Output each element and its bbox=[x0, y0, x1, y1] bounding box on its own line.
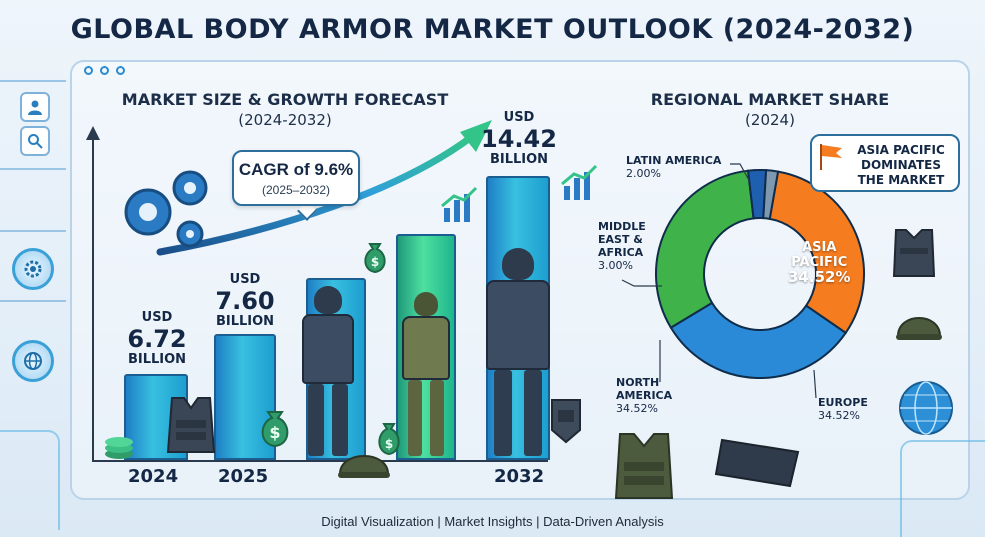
window-dot bbox=[100, 66, 109, 75]
region-share: 34.52% bbox=[818, 409, 860, 422]
region-share: 34.52% bbox=[788, 268, 851, 286]
circuit-decoration bbox=[0, 430, 60, 530]
window-dot bbox=[116, 66, 125, 75]
y-axis bbox=[92, 136, 94, 462]
region-share: 34.52% bbox=[616, 402, 658, 415]
footer-tagline: Digital Visualization | Market Insights … bbox=[321, 514, 664, 529]
bar-unit: BILLION bbox=[489, 152, 549, 167]
sidebar-divider bbox=[0, 300, 66, 302]
money-bag-icon: $ bbox=[261, 411, 289, 448]
bar-value: 6.72 bbox=[127, 325, 187, 353]
region-name: ASIA bbox=[802, 240, 837, 255]
region-name: MIDDLE bbox=[598, 220, 646, 233]
region-label-middle-east-africa: MIDDLE EAST & AFRICA 3.00% bbox=[598, 220, 646, 272]
donut-slice-latin-america bbox=[762, 169, 780, 221]
donut-slice-europe bbox=[669, 301, 848, 379]
year-label-2032: 2032 bbox=[494, 466, 545, 487]
region-label-europe: EUROPE 34.52% bbox=[818, 396, 868, 422]
bar-label-2025: USD 7.60 BILLION bbox=[198, 272, 292, 330]
donut-slice-asia-pacific bbox=[768, 170, 865, 335]
bar-currency: USD bbox=[141, 310, 173, 325]
page-title: GLOBAL BODY ARMOR MARKET OUTLOOK (2024-2… bbox=[70, 14, 915, 45]
bar-label-2024: USD 6.72 BILLION bbox=[110, 310, 204, 368]
bar-currency: USD bbox=[503, 110, 535, 125]
cagr-period: (2025–2032) bbox=[261, 183, 331, 197]
dominates-callout: ASIA PACIFIC DOMINATES THE MARKET bbox=[810, 134, 960, 192]
region-name: EUROPE bbox=[818, 396, 868, 409]
donut-slice-north-america bbox=[655, 169, 755, 330]
year-label-2025: 2025 bbox=[218, 466, 269, 487]
regional-donut-chart bbox=[655, 169, 865, 379]
region-name: AFRICA bbox=[598, 246, 644, 259]
settings-gear-icon[interactable] bbox=[12, 248, 54, 290]
cagr-callout: CAGR of 9.6% (2025–2032) bbox=[232, 150, 360, 206]
money-bag-icon: $ bbox=[364, 243, 386, 274]
bar-chart-icon bbox=[441, 186, 478, 222]
region-label-asia-pacific: ASIA PACIFIC 34.52% bbox=[788, 240, 850, 285]
region-share: 2.00% bbox=[626, 167, 661, 180]
svg-text:$: $ bbox=[269, 423, 280, 442]
region-name: LATIN AMERICA bbox=[626, 154, 722, 167]
vest-icon bbox=[166, 397, 216, 453]
armor-plate-icon bbox=[714, 438, 800, 488]
bar-value: 14.42 bbox=[481, 125, 557, 153]
globe-icon bbox=[899, 381, 953, 435]
helmet-icon bbox=[338, 455, 390, 478]
cagr-value: CAGR of 9.6% bbox=[238, 160, 354, 179]
region-share: 3.00% bbox=[598, 259, 633, 272]
left-section-title: MARKET SIZE & GROWTH FORECAST bbox=[121, 90, 449, 109]
camo-soldier-figure bbox=[396, 292, 456, 460]
vest-icon bbox=[892, 229, 936, 277]
search-icon[interactable] bbox=[20, 126, 50, 156]
region-name: EAST & bbox=[598, 233, 643, 246]
soldier-figure bbox=[480, 248, 556, 460]
bar-chart-icon bbox=[561, 164, 598, 200]
growth-arrow bbox=[156, 120, 492, 256]
right-section-title: REGIONAL MARKET SHARE bbox=[650, 90, 890, 109]
right-section-subtitle: (2024) bbox=[745, 111, 795, 129]
bar-value: 7.60 bbox=[215, 287, 275, 315]
sidebar-divider bbox=[0, 230, 66, 232]
x-axis bbox=[92, 460, 548, 462]
sidebar-divider bbox=[0, 80, 66, 82]
bar-label-2032: USD 14.42 BILLION bbox=[472, 110, 566, 168]
svg-text:$: $ bbox=[371, 255, 379, 269]
region-name: AMERICA bbox=[616, 389, 673, 402]
bar-unit: BILLION bbox=[215, 314, 275, 329]
left-section-subtitle: (2024-2032) bbox=[238, 111, 332, 129]
vest-icon bbox=[614, 433, 674, 499]
money-bag-icon: $ bbox=[378, 423, 400, 456]
bar-unit: BILLION bbox=[127, 352, 187, 367]
region-label-north-america: NORTH AMERICA 34.52% bbox=[616, 376, 672, 415]
globe-icon[interactable] bbox=[12, 340, 54, 382]
window-dots bbox=[84, 66, 125, 75]
year-label-2024: 2024 bbox=[128, 466, 179, 487]
armor-plate-icon bbox=[551, 399, 581, 444]
leader-lines bbox=[621, 163, 817, 399]
helmet-icon bbox=[896, 317, 942, 340]
region-name: NORTH bbox=[616, 376, 660, 389]
coins-icon bbox=[105, 437, 133, 459]
sidebar-divider bbox=[0, 168, 66, 170]
user-icon[interactable] bbox=[20, 92, 50, 122]
soldier-figure bbox=[296, 286, 360, 460]
gears-icon bbox=[124, 170, 208, 248]
window-dot bbox=[84, 66, 93, 75]
y-axis-arrow-icon bbox=[86, 126, 100, 140]
flag-icon bbox=[820, 144, 842, 170]
region-label-latin-america: LATIN AMERICA 2.00% bbox=[626, 154, 721, 180]
region-name: PACIFIC bbox=[791, 255, 848, 270]
circuit-decoration bbox=[900, 440, 985, 537]
bar-currency: USD bbox=[229, 272, 261, 287]
svg-text:$: $ bbox=[385, 437, 393, 451]
